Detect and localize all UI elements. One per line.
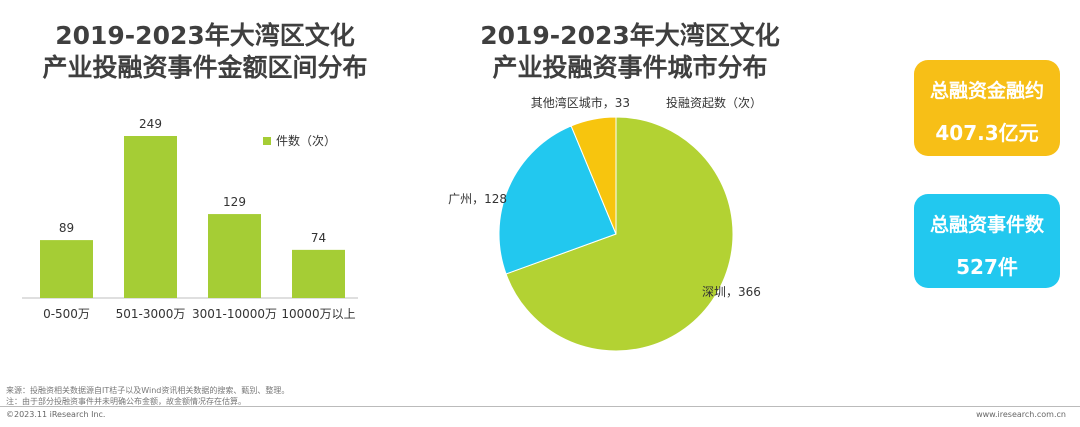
remark-note: 注：由于部分投融资事件并未明确公布金额，故金额情况存在估算。 [6, 397, 246, 406]
bar-value-label-1: 89 [59, 221, 74, 235]
pie-slice-3 [570, 116, 617, 235]
total-amount-card: 总融资金融约 407.3亿元 [914, 60, 1060, 156]
footer-url: www.iresearch.com.cn [976, 410, 1066, 419]
bar-value-label-3: 129 [223, 195, 246, 209]
footer-copyright: ©2023.11 iResearch Inc. [6, 410, 106, 419]
pie-slice-label-3: 其他湾区城市，33 [531, 95, 630, 110]
pie-slice-2 [498, 125, 617, 275]
bar-category-label-4: 10000万以上 [281, 307, 355, 321]
bar-4 [292, 249, 345, 298]
bar-3 [208, 214, 261, 298]
bar-chart-title: 2019-2023年大湾区文化 产业投融资事件金额区间分布 [42, 21, 368, 82]
footer-divider [0, 406, 1080, 407]
bar-category-label-1: 0-500万 [43, 307, 90, 321]
total-amount-label: 总融资金融约 [929, 80, 1044, 102]
bar-2 [124, 136, 177, 298]
pie-slice-1 [505, 116, 734, 352]
bar-value-label-2: 249 [139, 117, 162, 131]
pie-chart-title: 2019-2023年大湾区文化 产业投融资事件城市分布 [480, 21, 780, 82]
bar-legend-label: 件数（次） [276, 133, 336, 148]
bar-1 [40, 240, 93, 298]
total-amount-value: 407.3亿元 [935, 121, 1039, 145]
total-events-value: 527件 [956, 255, 1018, 279]
bar-value-label-4: 74 [311, 231, 326, 245]
source-note: 来源：投融资相关数据源自IT桔子以及Wind资讯相关数据的搜索、甄别、整理。 [6, 386, 290, 395]
pie-legend-title: 投融资起数（次） [666, 95, 762, 110]
pie-slice-label-2: 广州，128 [448, 192, 507, 206]
total-events-card: 总融资事件数 527件 [914, 194, 1060, 288]
bar-category-label-2: 501-3000万 [116, 307, 186, 321]
bar-category-label-3: 3001-10000万 [192, 307, 277, 321]
bar-legend-swatch [263, 137, 271, 145]
total-events-label: 总融资事件数 [929, 214, 1044, 236]
pie-slice-label-1: 深圳，366 [702, 285, 761, 299]
